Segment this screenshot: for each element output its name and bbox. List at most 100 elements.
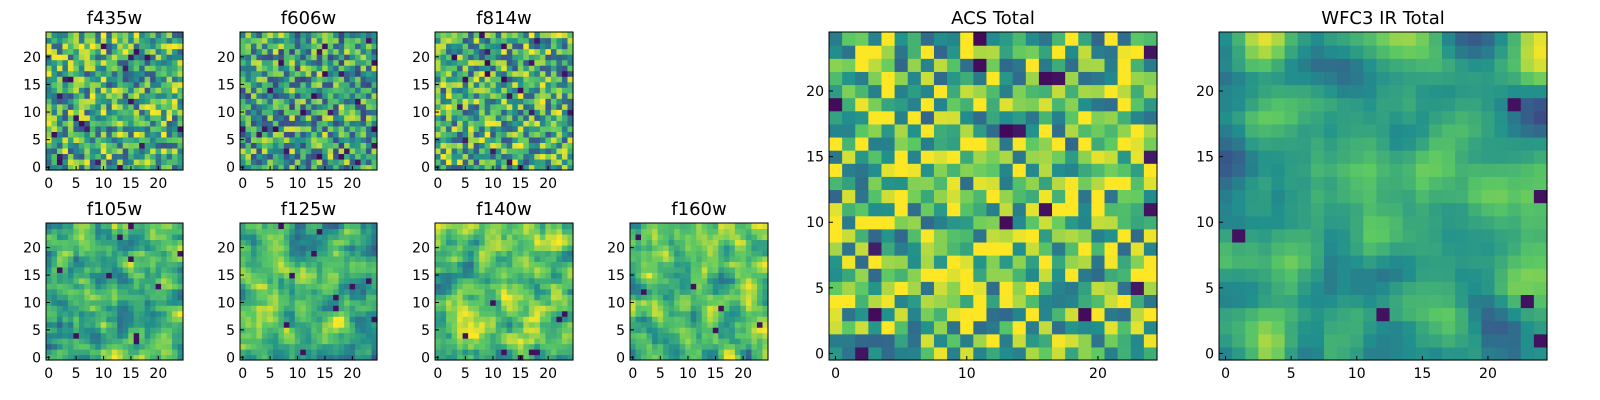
heatmap-cell <box>745 244 753 251</box>
heatmap-cell <box>723 283 730 290</box>
heatmap-cell <box>451 283 458 290</box>
heatmap-cell <box>322 321 329 328</box>
heatmap-cell <box>468 120 475 127</box>
heatmap-cell <box>267 332 274 339</box>
heatmap-cell <box>561 98 569 105</box>
heatmap-cell <box>267 272 274 279</box>
heatmap-cell <box>495 277 502 284</box>
y-tick-label: 10 <box>23 105 41 121</box>
heatmap-cell <box>316 299 323 306</box>
heatmap-cell <box>333 233 340 241</box>
heatmap-cell <box>468 233 475 241</box>
heatmap-cell <box>1038 241 1053 256</box>
heatmap-cell <box>479 244 486 251</box>
heatmap-cell <box>133 250 140 257</box>
heatmap-cell <box>1052 346 1066 361</box>
heatmap-cell <box>829 294 843 309</box>
heatmap-cell <box>534 261 541 268</box>
heatmap-cell <box>56 233 64 241</box>
heatmap-cell <box>567 316 574 323</box>
heatmap-cell <box>172 76 179 83</box>
heatmap-cell <box>333 65 340 72</box>
heatmap-cell <box>95 239 102 246</box>
heatmap-cell <box>451 70 458 77</box>
heatmap-cell <box>240 288 247 295</box>
heatmap-cell <box>718 321 725 328</box>
heatmap-cell <box>457 43 464 50</box>
heatmap-cell <box>139 164 146 171</box>
heatmap-cell <box>322 332 329 339</box>
heatmap-cell <box>462 48 469 55</box>
heatmap-cell <box>240 223 247 230</box>
heatmap-cell <box>78 272 85 279</box>
heatmap-cell <box>283 316 290 323</box>
heatmap-cell <box>300 294 307 301</box>
heatmap-cell <box>300 288 307 295</box>
heatmap-cell <box>1052 294 1066 309</box>
heatmap-cell <box>360 65 367 72</box>
heatmap-cell <box>322 272 329 279</box>
heatmap-cell <box>501 321 508 328</box>
heatmap-cell <box>144 81 151 88</box>
heatmap-cell <box>250 299 258 306</box>
heatmap-cell <box>155 81 162 88</box>
heatmap-cell <box>484 327 491 334</box>
heatmap-cell <box>355 354 362 361</box>
heatmap-cell <box>300 349 307 356</box>
heatmap-cell <box>1117 346 1132 361</box>
heatmap-cell <box>679 277 686 284</box>
heatmap-cell <box>161 142 168 149</box>
heatmap-cell <box>561 164 569 171</box>
y-tick-label: 0 <box>32 160 41 176</box>
heatmap-cell <box>701 250 708 257</box>
heatmap-cell <box>272 233 279 241</box>
heatmap-cell <box>272 120 279 127</box>
heatmap-cell <box>446 92 453 99</box>
heatmap-cell <box>355 261 362 268</box>
heatmap-cell <box>144 70 151 77</box>
heatmap-cell <box>723 343 730 350</box>
heatmap-cell <box>490 283 497 290</box>
heatmap-cell <box>333 239 340 246</box>
heatmap-cell <box>56 98 64 105</box>
heatmap-cell <box>490 310 497 317</box>
heatmap-cell <box>84 65 91 72</box>
heatmap-cell <box>67 48 74 55</box>
heatmap-cell <box>177 316 184 323</box>
heatmap-cell <box>523 131 530 138</box>
heatmap-cell <box>567 147 574 155</box>
heatmap-cell <box>177 255 184 262</box>
heatmap-cell <box>523 81 530 88</box>
heatmap-cell <box>751 354 758 361</box>
heatmap-cell <box>338 283 345 290</box>
heatmap-cell <box>556 272 563 279</box>
heatmap-cell <box>468 266 475 273</box>
heatmap-cell <box>756 332 764 339</box>
heatmap-cell <box>177 261 184 268</box>
heatmap-cell <box>294 147 301 155</box>
heatmap-cell <box>462 233 469 241</box>
heatmap-cell <box>556 131 563 138</box>
heatmap-cell <box>718 343 725 350</box>
heatmap-cell <box>1091 163 1106 177</box>
heatmap-cell <box>567 65 574 72</box>
heatmap-cell <box>311 255 318 262</box>
heatmap-cell <box>106 98 113 105</box>
heatmap-cell <box>128 283 135 290</box>
heatmap-cell <box>567 310 574 317</box>
heatmap-cell <box>751 310 758 317</box>
heatmap-cell <box>360 98 367 105</box>
heatmap-cell <box>462 266 469 273</box>
heatmap-cell <box>512 32 519 39</box>
heatmap-cell <box>84 109 91 116</box>
heatmap-cell <box>495 321 502 328</box>
heatmap-cell <box>133 114 140 121</box>
heatmap-cell <box>322 142 329 149</box>
heatmap-cell <box>261 164 268 171</box>
heatmap-cell <box>172 32 179 39</box>
heatmap-cell <box>360 354 367 361</box>
heatmap-cell <box>435 310 442 317</box>
heatmap-cell <box>495 272 502 279</box>
heatmap-cell <box>723 299 730 306</box>
heatmap-cell <box>344 48 351 55</box>
